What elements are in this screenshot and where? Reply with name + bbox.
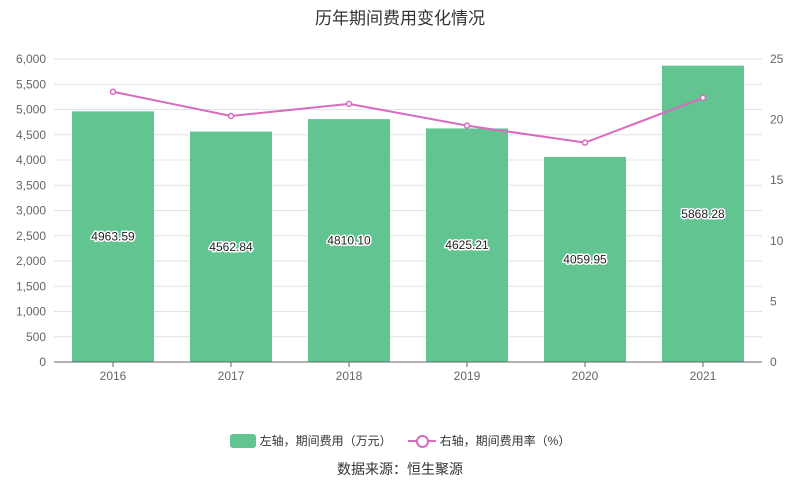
- y-left-tick-label: 4,500: [16, 128, 46, 142]
- bar-value-label: 4625.21: [445, 238, 489, 252]
- rate-point: [109, 88, 117, 95]
- bar-value-label: 4810.10: [327, 234, 371, 248]
- y-left-tick-label: 4,000: [16, 153, 46, 167]
- y-right-tick-label: 15: [770, 173, 784, 187]
- bar-value-label: 5868.28: [681, 207, 725, 221]
- y-right-tick-label: 20: [770, 113, 784, 127]
- bar: [190, 131, 272, 362]
- y-left-tick-label: 2,000: [16, 254, 46, 268]
- legend-bar-swatch: [229, 433, 256, 448]
- rate-point: [345, 100, 353, 108]
- y-left-tick-label: 500: [26, 330, 46, 344]
- source-note: 数据来源：恒生聚源: [337, 461, 463, 477]
- axes: 0 500 1,000 1,500 2,000 2,500 3,000 3,500 4,000 4…: [16, 52, 784, 383]
- y-left-tick-label: 5,000: [16, 103, 46, 117]
- x-tick-label: 2016: [100, 369, 127, 383]
- y-left-tick-label: 3,000: [16, 204, 46, 218]
- x-tick-label: 2019: [454, 369, 481, 383]
- bar-value-label: 4963.59: [91, 230, 135, 244]
- bar: [426, 128, 508, 362]
- bar-value-label: 4059.95: [563, 252, 607, 266]
- y-right-tick-label: 25: [770, 52, 784, 66]
- rate-point: [463, 122, 471, 129]
- y-left-tick-label: 0: [39, 355, 46, 369]
- x-tick-label: 2020: [572, 369, 599, 383]
- bar: [544, 156, 626, 362]
- bar: [662, 65, 744, 363]
- legend-item-bar[interactable]: 左轴，期间费用（万元）: [229, 432, 392, 449]
- x-tick-label: 2018: [336, 369, 363, 383]
- rate-point: [581, 139, 589, 146]
- rate-point: [227, 112, 235, 120]
- line-series: [109, 88, 707, 146]
- legend-item-line[interactable]: 右轴，期间费用率（%）: [407, 432, 571, 449]
- x-tick-label: 2021: [690, 369, 717, 383]
- y-right-tick-label: 5: [770, 294, 777, 308]
- x-tick-label: 2017: [218, 369, 245, 383]
- bar-value-label: 4562.84: [209, 240, 253, 254]
- y-left-tick-label: 1,000: [16, 305, 46, 319]
- rate-line: [112, 90, 704, 144]
- legend-bar-label: 左轴，期间费用（万元）: [259, 434, 392, 448]
- y-left-tick-label: 1,500: [16, 279, 46, 293]
- y-left-tick-label: 3,500: [16, 178, 46, 192]
- bar-series: [72, 65, 744, 363]
- bar: [308, 119, 390, 362]
- rate-point: [699, 94, 707, 102]
- legend: 左轴，期间费用（万元） 右轴，期间费用率（%）: [0, 432, 800, 449]
- y-left-tick-label: 6,000: [16, 52, 46, 66]
- legend-line-swatch: [407, 434, 436, 448]
- y-left-tick-label: 2,500: [16, 229, 46, 243]
- y-left-tick-label: 5,500: [16, 77, 46, 91]
- y-right-tick-label: 0: [770, 355, 777, 369]
- y-right-tick-label: 10: [770, 234, 784, 248]
- grid-lines: [54, 58, 762, 338]
- chart-title: 历年期间费用变化情况: [315, 9, 485, 28]
- legend-line-label: 右轴，期间费用率（%）: [439, 434, 571, 448]
- bar: [72, 111, 154, 362]
- bar-data-labels: 4963.59 4562.84 4810.10 4625.21 4059.95 5868.…: [90, 205, 727, 268]
